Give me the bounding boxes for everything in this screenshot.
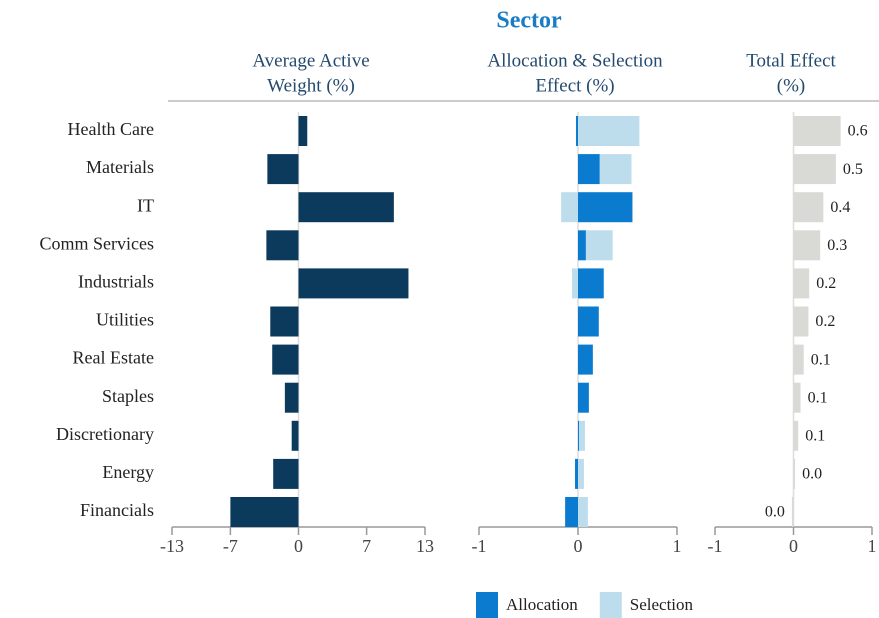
panel-title: Total Effect [746, 50, 836, 71]
category-label: Energy [102, 462, 154, 482]
category-label: Industrials [78, 272, 154, 292]
bar-segment [561, 192, 578, 223]
panel-title: Allocation & Selection [487, 50, 663, 71]
bar [793, 458, 796, 489]
bar [793, 230, 821, 261]
bar-segment [578, 382, 589, 413]
bar [793, 382, 801, 413]
category-label: IT [137, 195, 154, 215]
x-tick-label: 13 [416, 536, 434, 556]
bar-segment [575, 458, 578, 489]
chart-title: Sector [496, 8, 562, 34]
category-label: Materials [86, 157, 154, 177]
panel-title: Effect (%) [535, 75, 614, 96]
x-tick-label: -7 [223, 536, 238, 556]
value-label: 0.2 [816, 275, 836, 292]
bar [793, 420, 799, 451]
legend-label: Allocation [506, 595, 578, 614]
value-label: 0.2 [815, 313, 835, 330]
bar-segment [578, 497, 588, 527]
bar [298, 192, 394, 223]
category-label: Financials [80, 500, 154, 520]
x-tick-label: 0 [574, 536, 583, 556]
bar [298, 116, 308, 146]
bar [791, 497, 794, 527]
bar-segment [578, 344, 593, 375]
bar [793, 192, 824, 223]
bar-segment [578, 306, 599, 337]
category-label: Staples [102, 386, 154, 406]
bar [298, 268, 409, 299]
bar [284, 382, 299, 413]
x-tick-label: -1 [472, 536, 487, 556]
bar-segment [599, 154, 632, 185]
value-label: 0.0 [802, 466, 822, 483]
bar-segment [578, 420, 579, 451]
value-label: 0.0 [765, 504, 785, 521]
bar [272, 344, 299, 375]
x-tick-label: 7 [362, 536, 371, 556]
value-label: 0.3 [827, 237, 847, 254]
category-label: Real Estate [73, 348, 154, 368]
bar-segment [578, 116, 640, 146]
value-label: 0.4 [830, 199, 850, 216]
bar-segment [565, 497, 578, 527]
bar [793, 268, 810, 299]
bar-segment [578, 230, 586, 261]
legend-swatch [599, 592, 622, 618]
category-label: Health Care [68, 119, 154, 139]
bar [230, 497, 299, 527]
bar-segment [572, 268, 578, 299]
legend-swatch [476, 592, 498, 618]
category-label: Utilities [96, 310, 154, 330]
bar-segment [578, 420, 585, 451]
legend-label: Selection [630, 595, 694, 614]
panel-title: (%) [777, 75, 805, 96]
value-label: 0.1 [811, 351, 831, 368]
bar [273, 458, 299, 489]
x-tick-label: 0 [294, 536, 303, 556]
category-label: Discretionary [56, 424, 154, 444]
bar-segment [576, 116, 578, 146]
x-tick-label: 0 [789, 536, 798, 556]
bar-segment [578, 192, 633, 223]
bar-segment [578, 458, 584, 489]
panel-title: Weight (%) [267, 75, 355, 96]
value-label: 0.1 [805, 427, 825, 444]
x-tick-label: 1 [868, 536, 877, 556]
bar-segment [585, 230, 613, 261]
panel-title: Average Active [252, 50, 369, 71]
x-tick-label: 1 [673, 536, 682, 556]
x-tick-label: -13 [160, 536, 184, 556]
value-label: 0.1 [808, 389, 828, 406]
bar [270, 306, 299, 337]
category-label: Comm Services [40, 233, 155, 253]
bar-segment [578, 268, 604, 299]
value-label: 0.5 [843, 161, 863, 178]
x-tick-label: -1 [708, 536, 723, 556]
bar [793, 154, 836, 185]
bar [793, 116, 841, 146]
bar [267, 154, 299, 185]
bar [291, 420, 299, 451]
bar-segment [578, 154, 600, 185]
value-label: 0.6 [848, 123, 868, 140]
bar [266, 230, 299, 261]
bar [793, 306, 809, 337]
bar [793, 344, 804, 375]
